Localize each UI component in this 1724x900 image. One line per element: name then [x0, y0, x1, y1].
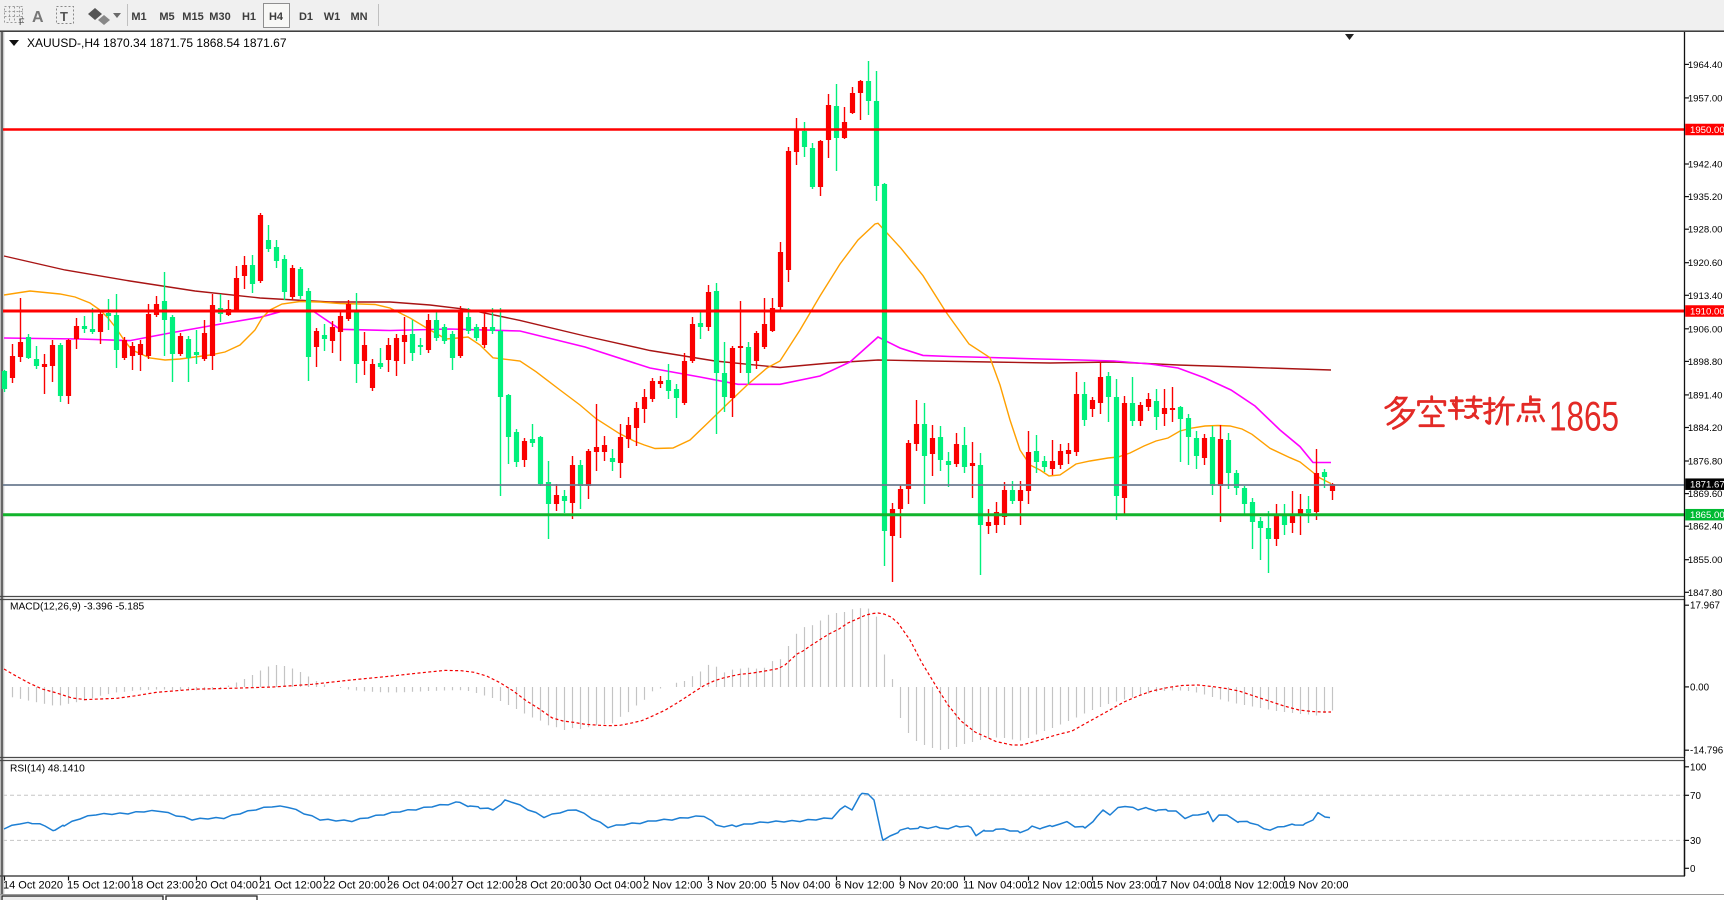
svg-text:9 Nov 20:00: 9 Nov 20:00 [899, 879, 958, 891]
svg-text:1847.80: 1847.80 [1688, 588, 1723, 599]
svg-text:1964.40: 1964.40 [1688, 60, 1723, 71]
svg-text:1898.80: 1898.80 [1688, 357, 1723, 368]
svg-text:30: 30 [1690, 836, 1701, 847]
svg-text:1906.00: 1906.00 [1688, 324, 1723, 335]
svg-text:1884.20: 1884.20 [1688, 423, 1723, 434]
svg-text:1862.40: 1862.40 [1688, 522, 1723, 533]
svg-text:18 Nov 12:00: 18 Nov 12:00 [1219, 879, 1284, 891]
svg-text:1928.00: 1928.00 [1688, 225, 1723, 236]
svg-text:1913.40: 1913.40 [1688, 291, 1723, 302]
svg-text:12 Nov 12:00: 12 Nov 12:00 [1027, 879, 1092, 891]
svg-text:MN: MN [350, 11, 367, 23]
svg-text:M1: M1 [131, 11, 146, 23]
svg-text:21 Oct 12:00: 21 Oct 12:00 [259, 879, 322, 891]
svg-text:1855.00: 1855.00 [1688, 555, 1723, 566]
svg-text:3 Nov 20:00: 3 Nov 20:00 [707, 879, 766, 891]
svg-text:D1: D1 [299, 11, 313, 23]
svg-text:1876.80: 1876.80 [1688, 457, 1723, 468]
svg-text:17.967: 17.967 [1690, 601, 1720, 612]
svg-text:1942.40: 1942.40 [1688, 160, 1723, 171]
svg-text:XAUUSD-,H4 1870.34 1871.75 18: XAUUSD-,H4 1870.34 1871.75 1868.54 1871.… [27, 36, 287, 50]
svg-text:0.00: 0.00 [1690, 682, 1710, 693]
svg-text:1869.60: 1869.60 [1688, 489, 1723, 500]
svg-text:1865.00: 1865.00 [1690, 510, 1724, 521]
svg-text:M15: M15 [182, 11, 203, 23]
svg-text:11 Nov 04:00: 11 Nov 04:00 [963, 879, 1028, 891]
svg-text:0: 0 [1690, 864, 1696, 875]
svg-text:22 Oct 20:00: 22 Oct 20:00 [323, 879, 386, 891]
svg-text:M30: M30 [209, 11, 230, 23]
svg-text:-14.796: -14.796 [1690, 746, 1724, 757]
svg-text:70: 70 [1690, 791, 1701, 802]
svg-text:A: A [32, 9, 44, 26]
svg-text:18 Oct 23:00: 18 Oct 23:00 [131, 879, 194, 891]
svg-text:6 Nov 12:00: 6 Nov 12:00 [835, 879, 894, 891]
svg-text:19 Nov 20:00: 19 Nov 20:00 [1283, 879, 1348, 891]
svg-text:15 Oct 12:00: 15 Oct 12:00 [67, 879, 130, 891]
svg-text:5 Nov 04:00: 5 Nov 04:00 [771, 879, 830, 891]
svg-text:2 Nov 12:00: 2 Nov 12:00 [643, 879, 702, 891]
svg-text:1910.00: 1910.00 [1690, 307, 1724, 318]
svg-text:RSI(14) 48.1410: RSI(14) 48.1410 [10, 764, 85, 775]
svg-text:26 Oct 04:00: 26 Oct 04:00 [387, 879, 450, 891]
svg-text:1957.00: 1957.00 [1688, 93, 1723, 104]
svg-text:1871.67: 1871.67 [1690, 480, 1724, 491]
svg-text:14 Oct 2020: 14 Oct 2020 [3, 879, 63, 891]
svg-text:T: T [60, 9, 68, 24]
svg-text:27 Oct 12:00: 27 Oct 12:00 [451, 879, 514, 891]
svg-text:20 Oct 04:00: 20 Oct 04:00 [195, 879, 258, 891]
svg-text:H4: H4 [269, 11, 284, 23]
svg-text:15 Nov 23:00: 15 Nov 23:00 [1091, 879, 1156, 891]
svg-text:100: 100 [1690, 762, 1707, 773]
svg-text:H1: H1 [242, 11, 256, 23]
svg-text:1935.20: 1935.20 [1688, 192, 1723, 203]
svg-text:1950.00: 1950.00 [1690, 125, 1724, 136]
svg-text:MACD(12,26,9) -3.396 -5.185: MACD(12,26,9) -3.396 -5.185 [10, 602, 145, 613]
svg-text:M5: M5 [159, 11, 174, 23]
svg-text:30 Oct 04:00: 30 Oct 04:00 [579, 879, 642, 891]
svg-text:1891.40: 1891.40 [1688, 390, 1723, 401]
svg-text:F: F [19, 17, 25, 27]
svg-text:W1: W1 [324, 11, 341, 23]
svg-text:17 Nov 04:00: 17 Nov 04:00 [1155, 879, 1220, 891]
svg-text:28 Oct 20:00: 28 Oct 20:00 [515, 879, 578, 891]
svg-text:1920.60: 1920.60 [1688, 258, 1723, 269]
svg-text:1865: 1865 [1549, 392, 1619, 440]
